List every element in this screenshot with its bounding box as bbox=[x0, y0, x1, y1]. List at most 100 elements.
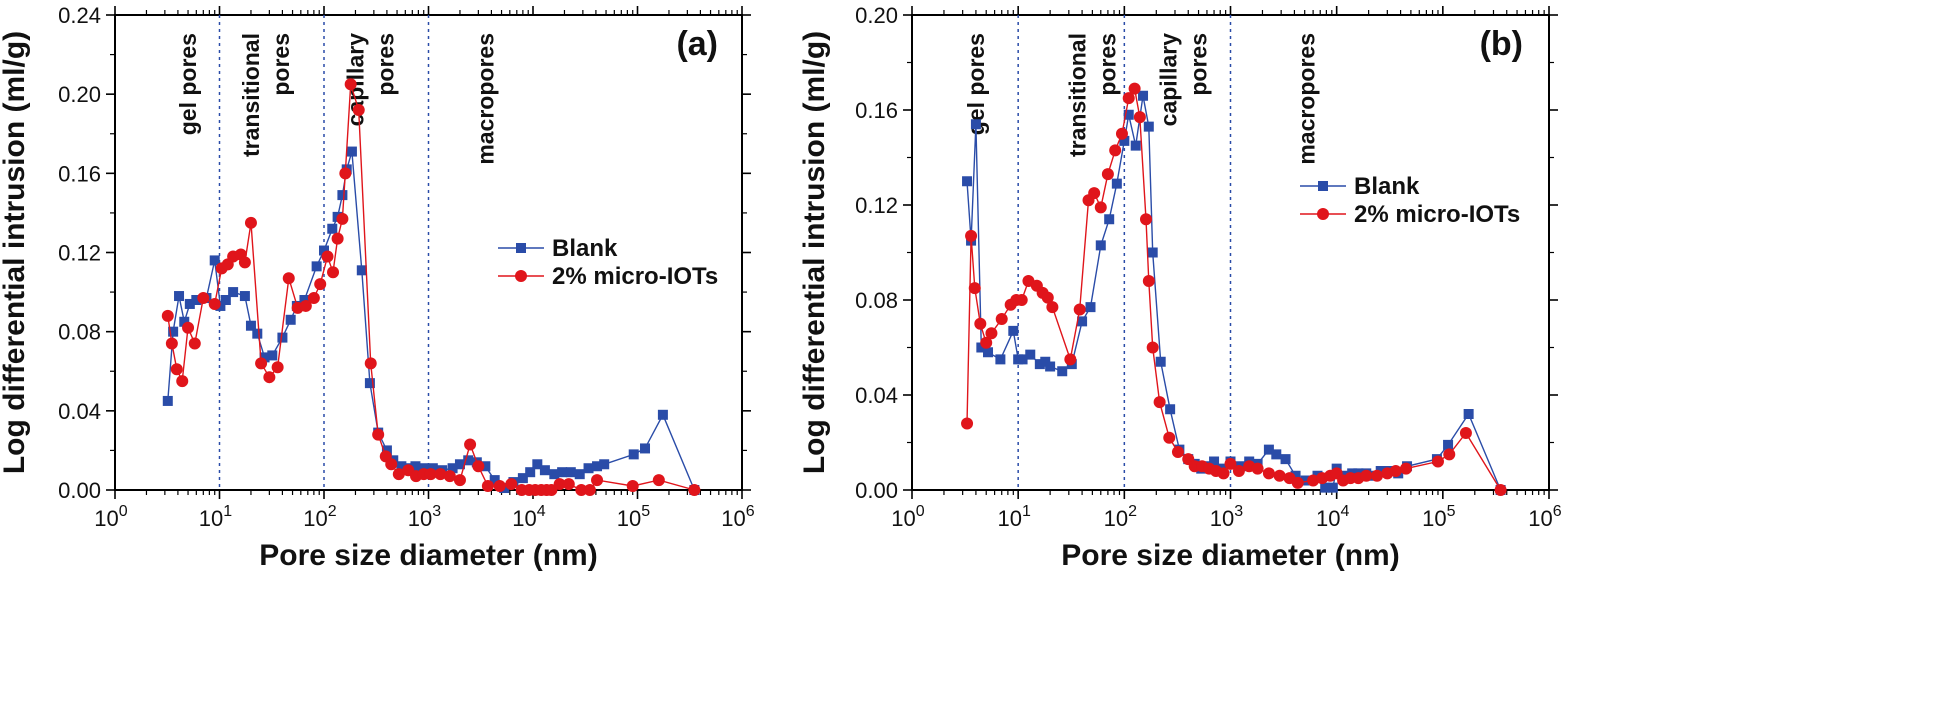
panel-a-data-point-blank bbox=[410, 461, 421, 472]
panel-b-data-point-blank bbox=[1123, 109, 1134, 120]
panel-b-data-point-blank bbox=[1463, 409, 1474, 419]
panel-b-region-label: pores bbox=[1094, 33, 1120, 96]
panel-b-data-point-micro-iots bbox=[1400, 462, 1413, 475]
panel-b-data-point-blank bbox=[1034, 359, 1045, 370]
panel-b-data-point-micro-iots bbox=[968, 282, 981, 295]
panel-a-data-point-blank bbox=[396, 461, 407, 472]
panel-a-data-point-micro-iots bbox=[165, 337, 178, 350]
panel-a-data-point-micro-iots bbox=[244, 216, 257, 229]
panel-b-data-point-micro-iots bbox=[1443, 448, 1456, 461]
panel-a-data-point-micro-iots bbox=[331, 232, 344, 245]
panel-a-legend-marker-blank bbox=[516, 243, 526, 253]
panel-b-region-label: pores bbox=[1185, 33, 1211, 96]
panel-a-data-point-blank bbox=[427, 463, 438, 474]
panel-a: gel pores transitional pores capillary pores… bbox=[0, 3, 755, 572]
panel-a-data-point-micro-iots bbox=[481, 480, 494, 493]
panel-a-data-point-blank bbox=[381, 445, 392, 456]
panel-a-data-point-blank bbox=[454, 459, 465, 470]
panel-b-data-point-micro-iots bbox=[1251, 462, 1264, 475]
panel-b-y-tick-label: 0.16 bbox=[855, 98, 898, 123]
panel-a-data-point-micro-iots bbox=[238, 256, 251, 269]
panel-b-x-tick-label: 105 bbox=[1422, 503, 1455, 531]
panel-b-data-point-blank bbox=[1209, 456, 1220, 467]
panel-a-data-point-blank bbox=[220, 295, 231, 305]
panel-a-region-label: transitional bbox=[238, 33, 264, 157]
panel-a-data-point-micro-iots bbox=[372, 428, 385, 441]
panel-b-data-point-micro-iots bbox=[1073, 303, 1086, 316]
panel-b-data-point-blank bbox=[1300, 475, 1311, 486]
panel-b-data-point-blank bbox=[1165, 404, 1176, 415]
panel-b-x-axis-label: Pore size diameter (nm) bbox=[1061, 539, 1399, 572]
panel-b-data-point-micro-iots bbox=[1122, 92, 1135, 105]
panel-b-data-point-blank bbox=[1025, 349, 1036, 360]
panel-a-y-tick-label: 0.08 bbox=[58, 320, 101, 345]
panel-b-data-point-micro-iots bbox=[1115, 127, 1128, 140]
panel-b-data-point-micro-iots bbox=[974, 317, 987, 330]
panel-b-data-point-blank bbox=[1138, 90, 1149, 101]
panel-a-data-point-micro-iots bbox=[176, 375, 189, 388]
panel-a-data-point-micro-iots bbox=[562, 478, 575, 491]
panel-b-legend-marker-blank bbox=[1318, 181, 1328, 191]
panel-a-y-tick-label: 0.00 bbox=[58, 478, 101, 503]
panel-a-legend-label-blank: Blank bbox=[552, 235, 618, 262]
panel-a-data-point-micro-iots bbox=[652, 474, 665, 487]
panel-b-data-point-micro-iots bbox=[1262, 467, 1275, 480]
panel-a-data-point-micro-iots bbox=[392, 468, 405, 481]
panel-a-data-point-micro-iots bbox=[339, 167, 352, 180]
panel-a-data-point-micro-iots bbox=[505, 478, 518, 491]
panel-a-data-point-blank bbox=[168, 326, 179, 337]
panel-a-data-point-micro-iots bbox=[626, 480, 639, 493]
panel-a-data-point-blank bbox=[549, 469, 560, 480]
panel-b-data-point-micro-iots bbox=[1431, 455, 1444, 468]
panel-b: gel pores transitional pores capillary pores… bbox=[798, 3, 1562, 572]
panel-a-y-tick-label: 0.20 bbox=[58, 82, 101, 107]
panel-b-data-point-micro-iots bbox=[1371, 469, 1384, 482]
panel-a-data-point-blank bbox=[228, 287, 239, 298]
panel-b-data-point-micro-iots bbox=[985, 327, 998, 340]
panel-b-data-point-blank bbox=[962, 176, 973, 187]
panel-b-y-tick-label: 0.12 bbox=[855, 193, 898, 218]
panel-b-data-point-blank bbox=[1375, 466, 1386, 476]
panel-b-data-point-micro-iots bbox=[961, 417, 974, 430]
panel-a-data-point-micro-iots bbox=[307, 292, 320, 305]
panel-a-data-point-micro-iots bbox=[464, 438, 477, 451]
panel-b-data-point-micro-iots bbox=[965, 229, 978, 242]
panel-b-data-point-micro-iots bbox=[1109, 144, 1122, 157]
panel-b-data-point-blank bbox=[1263, 444, 1274, 455]
panel-b-x-tick-label: 106 bbox=[1528, 503, 1561, 531]
panel-a-data-point-micro-iots bbox=[443, 470, 456, 483]
panel-a-x-tick-label: 104 bbox=[512, 503, 545, 531]
panel-b-x-tick-label: 102 bbox=[1104, 503, 1137, 531]
panel-a-data-point-blank bbox=[311, 261, 322, 272]
panel-b-data-point-micro-iots bbox=[1163, 431, 1176, 444]
panel-b-data-point-blank bbox=[1271, 449, 1282, 460]
panel-b-data-point-micro-iots bbox=[1360, 469, 1373, 482]
panel-b-region-label: transitional bbox=[1064, 33, 1090, 157]
panel-b-data-point-blank bbox=[1155, 356, 1166, 367]
panel-a-panel-tag: (a) bbox=[676, 25, 718, 63]
panel-b-data-point-micro-iots bbox=[1232, 465, 1245, 477]
panel-a-x-tick-label: 101 bbox=[199, 503, 232, 531]
panel-a-data-point-blank bbox=[489, 475, 500, 486]
panel-a-data-point-micro-iots bbox=[255, 357, 268, 370]
panel-b-data-point-blank bbox=[1290, 470, 1301, 481]
panel-b-data-point-blank bbox=[976, 342, 987, 353]
panel-a-data-point-micro-iots bbox=[299, 299, 312, 312]
panel-a-data-point-blank bbox=[174, 291, 185, 302]
panel-b-y-tick-label: 0.04 bbox=[855, 383, 898, 408]
panel-b-data-point-micro-iots bbox=[1128, 82, 1141, 95]
panel-a-data-point-blank bbox=[239, 291, 250, 302]
panel-a-region-label: pores bbox=[373, 33, 399, 96]
panel-b-panel-tag: (b) bbox=[1480, 25, 1523, 63]
panel-a-data-point-blank bbox=[364, 378, 375, 389]
panel-a-y-tick-label: 0.04 bbox=[58, 399, 101, 424]
panel-b-data-point-micro-iots bbox=[1459, 427, 1472, 439]
panel-a-x-axis-label: Pore size diameter (nm) bbox=[259, 539, 597, 572]
panel-a-x-tick-label: 100 bbox=[94, 503, 127, 531]
panel-a-y-tick-label: 0.16 bbox=[58, 161, 101, 186]
panel-b-data-point-micro-iots bbox=[1273, 469, 1286, 482]
panel-b-data-point-blank bbox=[1104, 214, 1115, 225]
panel-a-data-point-micro-iots bbox=[453, 474, 466, 487]
panel-a-data-point-blank bbox=[245, 320, 256, 331]
